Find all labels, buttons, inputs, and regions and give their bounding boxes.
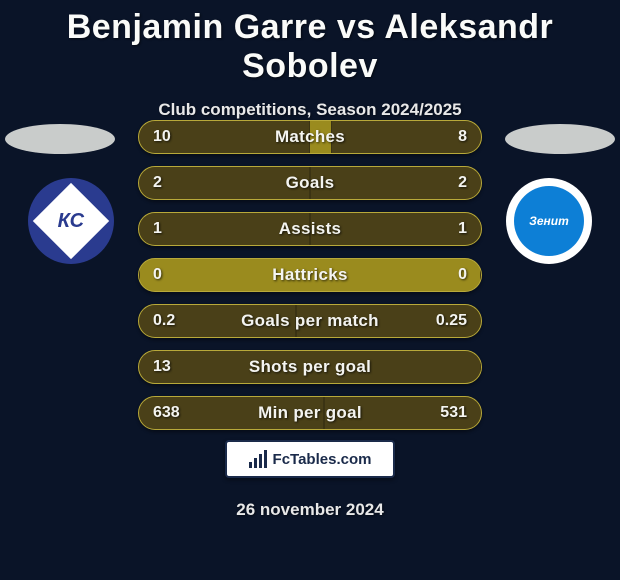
- club-badge-left: КС: [28, 178, 114, 264]
- player-silhouette-right: [505, 124, 615, 154]
- stat-label: Hattricks: [139, 259, 481, 291]
- club-right-text: Зенит: [529, 214, 569, 228]
- page-title: Benjamin Garre vs Aleksandr Sobolev: [0, 0, 620, 86]
- stat-label: Matches: [139, 121, 481, 153]
- stat-value-right: 8: [458, 121, 467, 153]
- club-left-diamond-icon: КС: [33, 183, 109, 259]
- stat-label: Goals: [139, 167, 481, 199]
- club-badge-right: Зенит: [506, 178, 592, 264]
- bar-chart-icon: [249, 450, 267, 468]
- stat-row: 0Hattricks0: [138, 258, 482, 292]
- stat-row: 13Shots per goal: [138, 350, 482, 384]
- stat-label: Shots per goal: [139, 351, 481, 383]
- stat-value-right: 2: [458, 167, 467, 199]
- stat-value-right: 1: [458, 213, 467, 245]
- stat-label: Goals per match: [139, 305, 481, 337]
- stat-value-right: 0: [458, 259, 467, 291]
- footer-brand-badge[interactable]: FcTables.com: [225, 440, 395, 478]
- club-right-circle-icon: Зенит: [514, 186, 584, 256]
- stat-row: 0.2Goals per match0.25: [138, 304, 482, 338]
- stat-label: Assists: [139, 213, 481, 245]
- subtitle: Club competitions, Season 2024/2025: [0, 100, 620, 120]
- date-text: 26 november 2024: [0, 500, 620, 520]
- player-silhouette-left: [5, 124, 115, 154]
- footer-brand-text: FcTables.com: [273, 451, 372, 468]
- stat-label: Min per goal: [139, 397, 481, 429]
- club-left-monogram: КС: [58, 209, 84, 232]
- stat-row: 638Min per goal531: [138, 396, 482, 430]
- stats-container: 10Matches82Goals21Assists10Hattricks00.2…: [138, 120, 482, 442]
- stat-value-right: 0.25: [436, 305, 467, 337]
- stat-row: 10Matches8: [138, 120, 482, 154]
- stat-row: 1Assists1: [138, 212, 482, 246]
- stat-value-right: 531: [440, 397, 467, 429]
- stat-row: 2Goals2: [138, 166, 482, 200]
